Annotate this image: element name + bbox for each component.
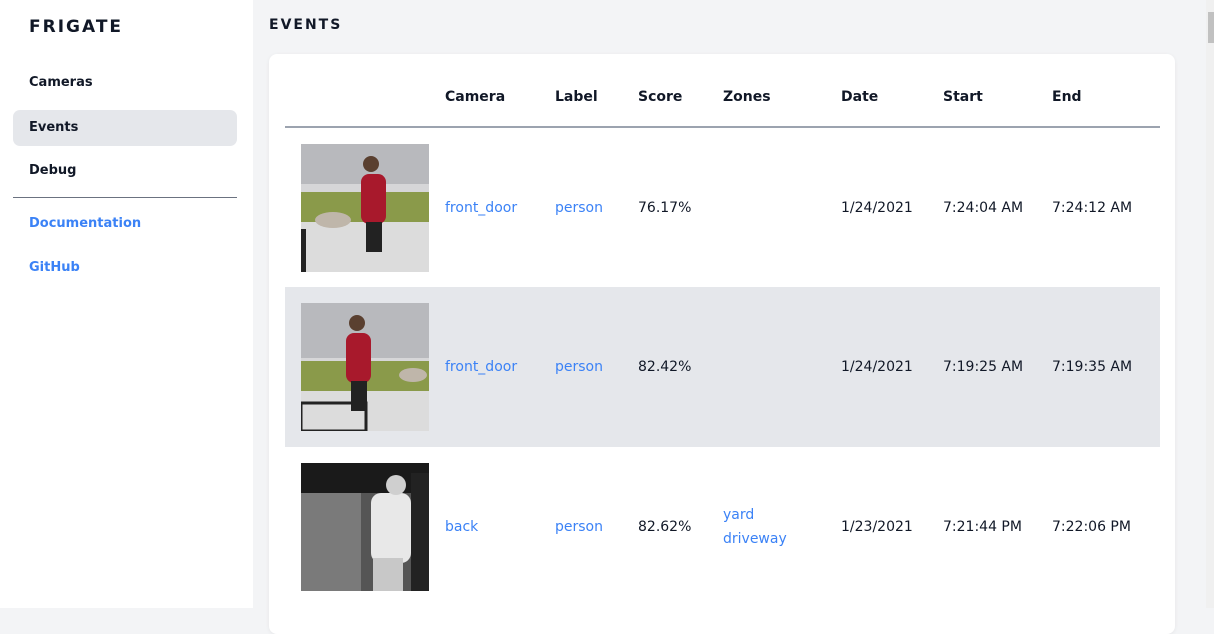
sidebar-divider (13, 197, 237, 198)
camera-link[interactable]: back (445, 519, 479, 535)
table-row[interactable]: front_door person 82.42% 1/24/2021 7:19:… (285, 287, 1160, 447)
header-label: Label (555, 54, 638, 128)
sidebar-item-cameras[interactable]: Cameras (29, 75, 93, 90)
event-thumbnail[interactable] (301, 303, 429, 431)
sidebar-item-events[interactable]: Events (13, 110, 237, 146)
label-link[interactable]: person (555, 519, 603, 535)
zones (723, 127, 841, 287)
event-thumbnail[interactable] (301, 143, 429, 272)
brand-logo: FRIGATE (29, 17, 124, 37)
end-time: 7:22:06 PM (1052, 519, 1131, 535)
zone-link-driveway[interactable]: driveway (723, 531, 787, 547)
end-time: 7:19:35 AM (1052, 287, 1160, 447)
events-table: Camera Label Score Zones Date Start End … (285, 54, 1160, 607)
end-time: 7:24:12 AM (1052, 199, 1133, 216)
sidebar: FRIGATE Cameras Events Debug Documentati… (0, 0, 253, 608)
date: 1/24/2021 (841, 287, 943, 447)
table-row[interactable]: front_door person 76.17% 1/24/2021 7:24:… (285, 127, 1160, 287)
start-time: 7:24:04 AM (943, 199, 1024, 216)
score: 82.62% (638, 519, 692, 535)
header-zones: Zones (723, 54, 841, 128)
camera-link[interactable]: front_door (445, 199, 518, 216)
date: 1/24/2021 (841, 199, 913, 216)
header-score: Score (638, 54, 723, 128)
event-thumbnail[interactable] (301, 463, 429, 591)
sidebar-item-debug[interactable]: Debug (29, 163, 77, 178)
zones (723, 287, 841, 447)
sidebar-link-github[interactable]: GitHub (29, 260, 80, 275)
header-start: Start (943, 54, 1052, 128)
header-date: Date (841, 54, 943, 128)
start-time: 7:21:44 PM (943, 519, 1022, 535)
table-row[interactable]: back person 82.62% yard driveway 1/23/202… (285, 447, 1160, 607)
start-time: 7:19:25 AM (943, 287, 1052, 447)
events-card: Camera Label Score Zones Date Start End … (269, 54, 1175, 634)
sidebar-link-documentation[interactable]: Documentation (29, 216, 142, 231)
header-thumbnail (285, 54, 445, 128)
score: 76.17% (638, 199, 692, 216)
page-title: EVENTS (269, 17, 343, 33)
camera-link[interactable]: front_door (445, 359, 518, 375)
zone-link-yard[interactable]: yard (723, 507, 755, 523)
header-end: End (1052, 54, 1160, 128)
label-link[interactable]: person (555, 359, 603, 375)
label-link[interactable]: person (555, 199, 603, 216)
zones: yard driveway (723, 447, 841, 607)
scrollbar-thumb[interactable] (1208, 12, 1214, 43)
header-camera: Camera (445, 54, 555, 128)
scrollbar[interactable] (1206, 0, 1214, 608)
date: 1/23/2021 (841, 519, 913, 535)
score: 82.42% (638, 287, 723, 447)
